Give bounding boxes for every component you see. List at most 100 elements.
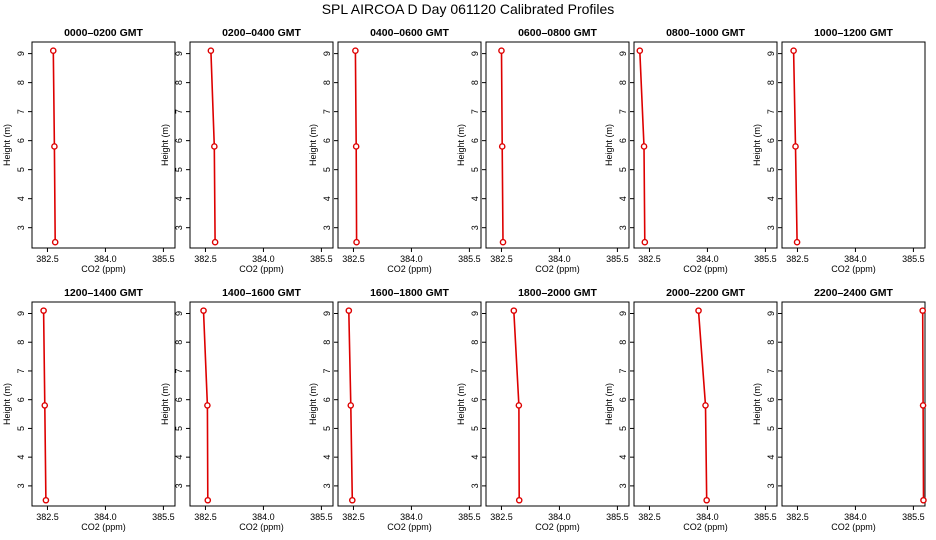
data-point (353, 238, 360, 246)
x-tick-label: 382.5 (36, 512, 59, 522)
x-tick-label: 384.0 (252, 254, 275, 264)
y-tick-label: 6 (322, 138, 332, 143)
x-tick-label: 384.0 (844, 254, 867, 264)
plot-frame (633, 301, 778, 507)
panel-title: 0600–0800 GMT (518, 27, 597, 39)
y-tick-label: 9 (16, 311, 26, 316)
data-point (41, 402, 49, 409)
data-point (49, 47, 57, 55)
x-tick-label: 385.5 (754, 254, 777, 264)
y-axis-label: Height (m) (456, 383, 466, 425)
data-point (211, 238, 219, 246)
x-tick-label: 385.5 (902, 254, 925, 264)
panel-0: 0000–0200 GMT 382.5 384.0 385.5 3 4 5 6 7 8 9 CO2 (… (2, 27, 176, 274)
y-tick-label: 9 (322, 51, 332, 56)
y-tick-label: 4 (618, 455, 628, 460)
x-tick-label: 385.5 (310, 512, 333, 522)
y-tick-label: 4 (322, 455, 332, 460)
y-tick-label: 7 (766, 109, 776, 114)
x-axis-label: CO2 (ppm) (81, 522, 126, 532)
x-tick-label: 382.5 (194, 254, 217, 264)
y-tick-label: 5 (322, 426, 332, 431)
panel-title: 0800–1000 GMT (666, 27, 745, 39)
x-axis-label: CO2 (ppm) (535, 522, 580, 532)
data-point (352, 143, 360, 150)
y-axis-label: Height (m) (2, 124, 12, 166)
y-tick-label: 4 (16, 196, 26, 201)
y-tick-label: 5 (766, 167, 776, 172)
y-axis-label: Height (m) (752, 383, 762, 425)
panel-title: 1200–1400 GMT (64, 287, 143, 299)
data-point (498, 47, 505, 55)
data-point (515, 402, 523, 409)
panel-3: 0600–0800 GMT 382.5 384.0 385.5 3 4 5 6 7 8 9 CO2 (… (456, 27, 630, 274)
x-tick-label: 385.5 (606, 512, 629, 522)
x-tick-label: 384.0 (400, 254, 423, 264)
y-tick-label: 8 (470, 80, 480, 85)
y-tick-label: 9 (618, 311, 628, 316)
data-point (42, 496, 50, 504)
y-axis-label: Height (m) (160, 383, 170, 425)
y-tick-label: 8 (322, 340, 332, 345)
y-tick-label: 3 (16, 483, 26, 488)
y-axis-label: Height (m) (2, 383, 12, 425)
panel-title: 2000–2200 GMT (666, 287, 745, 299)
panel-title: 0400–0600 GMT (370, 27, 449, 39)
y-tick-label: 5 (766, 426, 776, 431)
data-point (790, 47, 797, 55)
x-tick-label: 385.5 (152, 512, 175, 522)
y-tick-label: 8 (174, 80, 184, 85)
y-tick-label: 5 (16, 426, 26, 431)
x-tick-label: 385.5 (152, 254, 175, 264)
y-axis-label: Height (m) (456, 124, 466, 166)
plot-frame (337, 301, 482, 507)
y-tick-label: 7 (16, 368, 26, 373)
data-point (498, 143, 506, 150)
x-tick-label: 384.0 (548, 512, 571, 522)
panel-2: 0400–0600 GMT 382.5 384.0 385.5 3 4 5 6 7 8 9 CO2 (… (308, 27, 482, 274)
x-tick-label: 382.5 (490, 254, 513, 264)
y-tick-label: 6 (16, 397, 26, 402)
x-tick-label: 382.5 (786, 512, 809, 522)
panel-title: 1400–1600 GMT (222, 287, 301, 299)
y-tick-label: 6 (470, 138, 480, 143)
y-tick-label: 8 (766, 340, 776, 345)
x-tick-label: 382.5 (786, 254, 809, 264)
data-point (204, 496, 212, 504)
y-tick-label: 6 (470, 397, 480, 402)
y-tick-label: 6 (766, 138, 776, 143)
panel-8: 1600–1800 GMT 382.5 384.0 385.5 3 4 5 6 7 8 9 CO2 (… (308, 287, 482, 532)
panel-title: 1000–1200 GMT (814, 27, 893, 39)
data-point (348, 496, 356, 504)
y-tick-label: 9 (766, 51, 776, 56)
x-axis-label: CO2 (ppm) (387, 522, 432, 532)
panel-title: 1600–1800 GMT (370, 287, 449, 299)
x-tick-label: 385.5 (458, 512, 481, 522)
panel-7: 1400–1600 GMT 382.5 384.0 385.5 3 4 5 6 7 8 9 CO2 (… (160, 287, 334, 532)
plot-frame (485, 301, 630, 507)
y-tick-label: 3 (322, 225, 332, 230)
x-tick-label: 385.5 (310, 254, 333, 264)
data-point (919, 307, 926, 314)
y-tick-label: 4 (16, 455, 26, 460)
panel-11: 2200–2400 GMT 382.5 384.0 385.5 3 4 5 6 7 8 9 CO2 (… (752, 287, 927, 532)
data-point (352, 47, 359, 55)
y-axis-label: Height (m) (752, 124, 762, 166)
panel-6: 1200–1400 GMT 382.5 384.0 385.5 3 4 5 6 7 8 9 CO2 (… (2, 287, 176, 532)
y-tick-label: 5 (618, 167, 628, 172)
panel-title: 0000–0200 GMT (64, 27, 143, 39)
x-tick-label: 382.5 (342, 254, 365, 264)
data-point (919, 402, 927, 409)
y-axis-label: Height (m) (160, 124, 170, 166)
x-axis-label: CO2 (ppm) (81, 264, 126, 274)
y-tick-label: 4 (470, 196, 480, 201)
x-tick-label: 385.5 (606, 254, 629, 264)
x-tick-label: 382.5 (194, 512, 217, 522)
data-point (703, 496, 710, 504)
plot-frame (31, 301, 176, 507)
y-tick-label: 6 (16, 138, 26, 143)
panel-5: 1000–1200 GMT 382.5 384.0 385.5 3 4 5 6 7 8 9 CO2 (… (752, 27, 926, 274)
plot-frame (31, 41, 176, 249)
y-tick-label: 3 (470, 225, 480, 230)
